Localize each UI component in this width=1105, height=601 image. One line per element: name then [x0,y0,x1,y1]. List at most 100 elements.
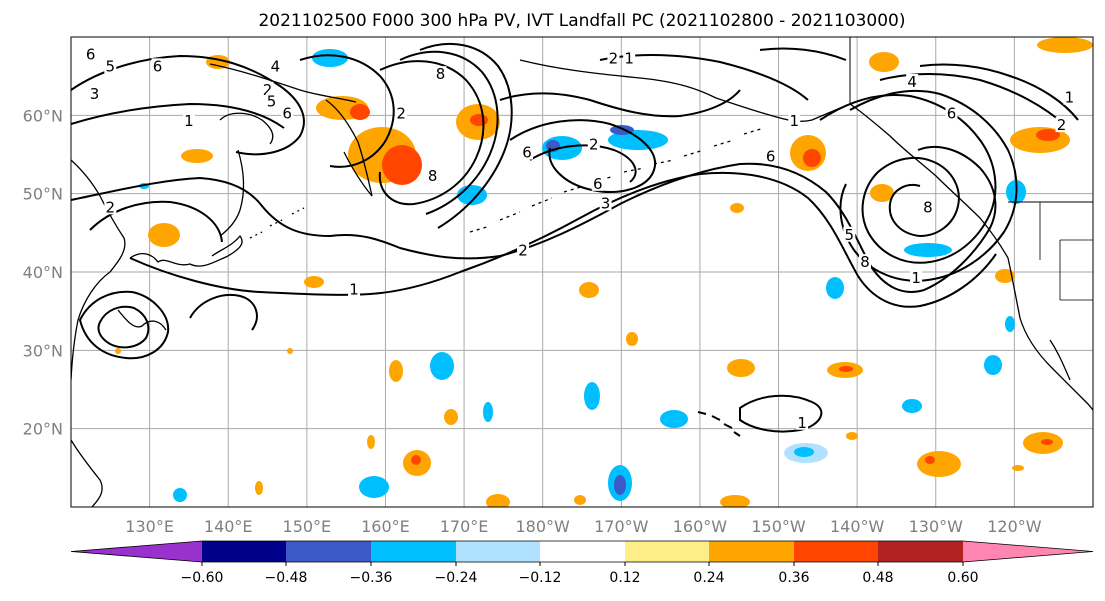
lon-tick-label: 160°W [673,517,728,536]
shade-positive [1012,465,1024,471]
contour-label: 1 [1065,89,1075,107]
shade-negative [904,243,952,257]
shade-positive [411,455,421,465]
contour-label-bg [945,105,958,121]
coast-baja [1049,339,1071,381]
shade-positive [803,149,821,167]
contour-label: 2 [1057,116,1067,134]
shade-negative [614,475,626,495]
contour-nw-1 [71,54,305,156]
contour-label: 4 [907,73,917,91]
contour-mid-low-2 [529,144,637,183]
contour-label-bg [520,144,533,160]
shade-positive [148,223,180,247]
shade-positive [574,495,586,505]
contour-label-bg [591,175,604,191]
colorbar-tick-label: 0.36 [778,570,809,586]
shade-positive [579,282,599,298]
shade-positive [181,149,213,163]
lon-tick-label: 180°W [516,517,571,536]
shade-positive [470,114,488,126]
contour-1 [71,145,997,293]
shade-positive [1037,37,1093,53]
contour-east-low [819,94,997,264]
contour-label-bg [587,136,600,152]
shade-negative [173,488,187,502]
shade-negative [794,447,814,457]
shade-positive [255,481,263,495]
colorbar-tick-label: −0.24 [435,570,478,586]
contour-label: 6 [522,144,532,162]
colorbar-tick-label: 0.24 [693,570,724,586]
contour-label: 2 [106,198,116,216]
shade-positive [870,184,894,202]
shade-positive [287,348,293,354]
colorbar-extend-max [963,541,1093,562]
colorbar-tick-label: −0.12 [519,570,562,586]
contour-label-bg [1055,117,1068,133]
shade-negative [312,49,348,67]
contour-label-bg [269,58,282,74]
contour-mid-1 [499,89,741,118]
colorbar-segment [709,541,794,562]
contour-label: 1 [789,112,799,130]
coast-japan [129,234,243,267]
shade-positive [444,409,458,425]
coast-kamchatka [325,99,373,197]
contour-label: 6 [153,57,163,75]
shade-negative [608,130,668,150]
map-title: 2021102500 F000 300 hPa PV, IVT Landfall… [258,11,905,31]
shade-positive [626,332,638,346]
shade-positive [869,52,899,72]
contour-label-bg [104,199,117,215]
colorbar-segment [540,541,625,562]
colorbar-segment [878,541,963,562]
shade-positive [846,432,858,440]
lon-tick-label: 170°W [594,517,649,536]
contour-label: 2 [263,81,273,99]
contour-label: 1 [624,50,634,68]
lon-tick-label: 150°E [283,517,332,536]
contour-label-bg [910,269,923,285]
coast-asia [71,159,126,381]
shade-negative [1005,316,1015,332]
contour-label: 1 [184,112,194,130]
lon-tick-label: 130°E [125,517,174,536]
contour-hawaii [739,394,823,433]
contour-trough-3 [419,43,513,229]
shade-negative [660,410,688,428]
contour-label: 5 [267,93,277,111]
colorbar-tick-label: −0.36 [350,570,393,586]
contour-label: 8 [860,253,870,271]
shade-positive [720,495,750,507]
coast-kyushu [117,309,167,331]
colorbar-segment [794,541,878,562]
shade-negative [902,399,922,413]
contour-label-bg [788,113,801,129]
lon-tick-label: 170°E [440,517,489,536]
longitude-tick-labels: 130°E 140°E 150°E 160°E 170°E 180°W 170°W 160°W… [125,517,1041,536]
contour-label: 1 [349,281,359,299]
shade-negative [430,352,454,380]
shade-negative [359,476,389,498]
contour-label: 6 [766,147,776,165]
shade-negative [483,402,493,422]
colorbar-segment [625,541,709,562]
contour-label: 8 [428,167,438,185]
coast-sea-okhotsk [219,112,274,145]
contour-label-bg [104,58,117,74]
contour-label-bg [906,74,919,89]
contour-label: 2 [396,104,406,122]
shade-positive [389,360,403,382]
contour-japan-arc [189,294,258,331]
contour-low-japan [78,290,170,360]
contour-1b [129,171,997,308]
shade-positive [304,276,324,288]
shade-positive [995,269,1015,283]
contour-label-bg [151,58,164,74]
contour-label-bg [607,50,620,66]
shade-positive [727,359,755,377]
